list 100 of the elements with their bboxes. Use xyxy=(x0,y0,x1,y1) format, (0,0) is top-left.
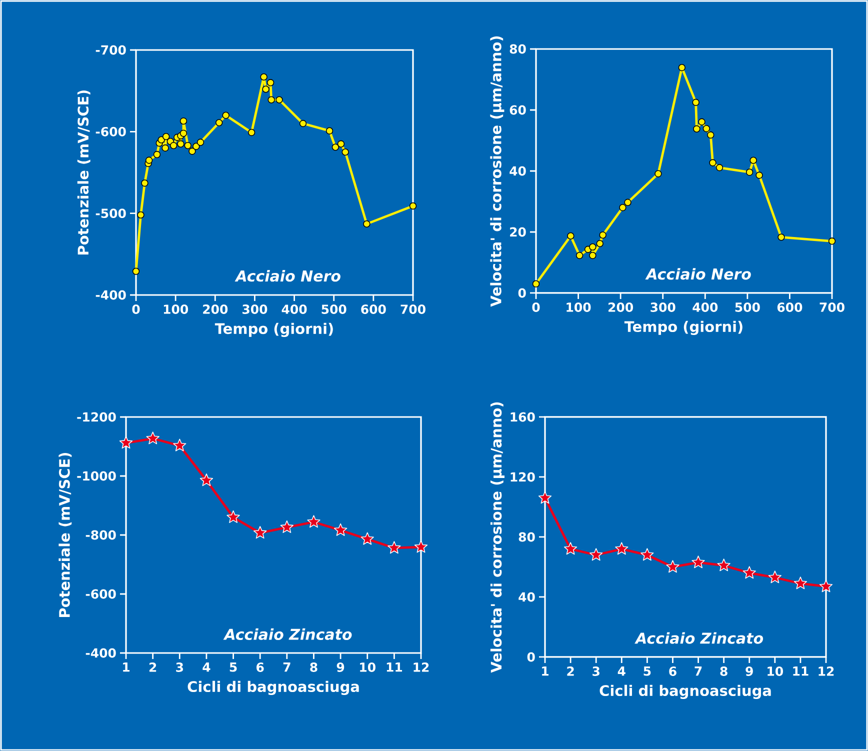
x-tick-label: 4 xyxy=(202,662,210,672)
x-tick-label: 400 xyxy=(282,304,307,314)
x-tick-label: 4 xyxy=(618,666,626,676)
y-tick-label: -1000 xyxy=(77,471,116,481)
point xyxy=(162,132,170,140)
y-tick-label: 0 xyxy=(527,652,535,662)
point xyxy=(414,540,428,553)
x-tick-label: 300 xyxy=(650,302,676,312)
point xyxy=(599,231,606,239)
y-tick-label: 160 xyxy=(510,412,535,422)
x-tick-label: 700 xyxy=(400,304,426,314)
x-tick-label: 700 xyxy=(820,302,844,312)
point xyxy=(337,140,345,148)
point xyxy=(746,168,754,176)
x-tick-label: 11 xyxy=(793,666,808,676)
point xyxy=(216,119,223,126)
point xyxy=(363,220,370,228)
y-tick-label: -700 xyxy=(96,45,126,55)
y-tick-label: -400 xyxy=(96,290,126,300)
point xyxy=(254,526,267,539)
point xyxy=(624,198,632,206)
point xyxy=(145,156,153,164)
y-tick-label: 20 xyxy=(510,227,526,237)
point xyxy=(538,491,552,504)
point xyxy=(192,142,200,150)
y-tick-label: 120 xyxy=(510,472,535,482)
x-tick-label: 500 xyxy=(322,304,346,314)
point xyxy=(640,548,654,561)
point xyxy=(693,125,700,132)
x-tick-label: 9 xyxy=(336,662,344,672)
point xyxy=(299,120,307,128)
point xyxy=(619,204,626,212)
point xyxy=(248,128,256,136)
x-tick-label: 3 xyxy=(592,666,600,676)
x-tick-label: 7 xyxy=(694,666,702,676)
x-tick-label: 5 xyxy=(644,666,651,676)
point xyxy=(260,73,268,81)
point xyxy=(615,542,628,555)
point xyxy=(268,96,275,104)
point xyxy=(717,558,730,572)
point xyxy=(698,118,706,126)
point xyxy=(596,240,604,248)
y-tick-label: -400 xyxy=(86,648,116,658)
point xyxy=(146,432,160,444)
x-tick-label: 2 xyxy=(149,662,156,672)
x-tick-label: 1 xyxy=(123,662,130,672)
point xyxy=(692,556,705,568)
x-tick-label: 1 xyxy=(542,666,548,676)
point xyxy=(409,202,417,210)
x-tick-label: 10 xyxy=(360,662,376,672)
y-tick-label: 80 xyxy=(510,44,526,54)
annotation: Acciaio Nero xyxy=(645,268,751,280)
point xyxy=(222,112,230,119)
x-tick-label: 12 xyxy=(818,666,834,676)
point xyxy=(173,438,186,452)
point xyxy=(119,436,133,449)
point xyxy=(756,172,763,179)
point xyxy=(750,156,757,164)
point xyxy=(388,541,401,554)
y-axis-title: Velocita' di corrosione (μm/anno) xyxy=(490,36,504,307)
point xyxy=(742,566,756,579)
point xyxy=(666,560,680,573)
point xyxy=(678,64,686,72)
x-tick-label: 200 xyxy=(203,304,228,314)
x-tick-label: 2 xyxy=(567,666,574,676)
point xyxy=(564,542,578,555)
y-tick-label: -600 xyxy=(96,126,126,136)
point xyxy=(153,150,161,158)
point xyxy=(276,96,283,104)
point xyxy=(794,576,808,590)
y-axis-title: Potenziale (mV/SCE) xyxy=(58,452,72,617)
point xyxy=(137,211,144,219)
point xyxy=(819,580,833,592)
x-axis-title: Cicli di bagnoasciuga xyxy=(600,684,771,699)
point xyxy=(266,79,274,86)
x-tick-label: 0 xyxy=(132,304,140,314)
y-tick-label: -600 xyxy=(86,589,116,599)
point xyxy=(768,570,782,584)
y-axis-title: Potenziale (mV/SCE) xyxy=(77,90,90,254)
point xyxy=(196,138,204,146)
x-axis-title: Tempo (giorni) xyxy=(624,320,742,335)
point xyxy=(716,164,724,172)
x-tick-label: 9 xyxy=(746,666,753,676)
point xyxy=(334,523,348,536)
point xyxy=(707,131,714,139)
x-tick-label: 400 xyxy=(692,302,718,312)
point xyxy=(226,510,240,523)
y-axis-title: Velocita' di corrosione (μm/anno) xyxy=(490,402,505,673)
x-tick-label: 10 xyxy=(768,666,784,676)
y-tick-label: -1200 xyxy=(77,412,116,422)
y-tick-label: 40 xyxy=(518,592,535,602)
annotation: Acciaio Zincato xyxy=(223,628,352,640)
x-tick-label: 100 xyxy=(164,304,188,314)
point xyxy=(828,238,836,245)
point xyxy=(702,124,710,132)
x-tick-label: 12 xyxy=(414,662,429,672)
point xyxy=(589,252,596,260)
point xyxy=(141,180,148,187)
y-tick-label: -500 xyxy=(96,208,126,218)
point xyxy=(184,142,192,150)
